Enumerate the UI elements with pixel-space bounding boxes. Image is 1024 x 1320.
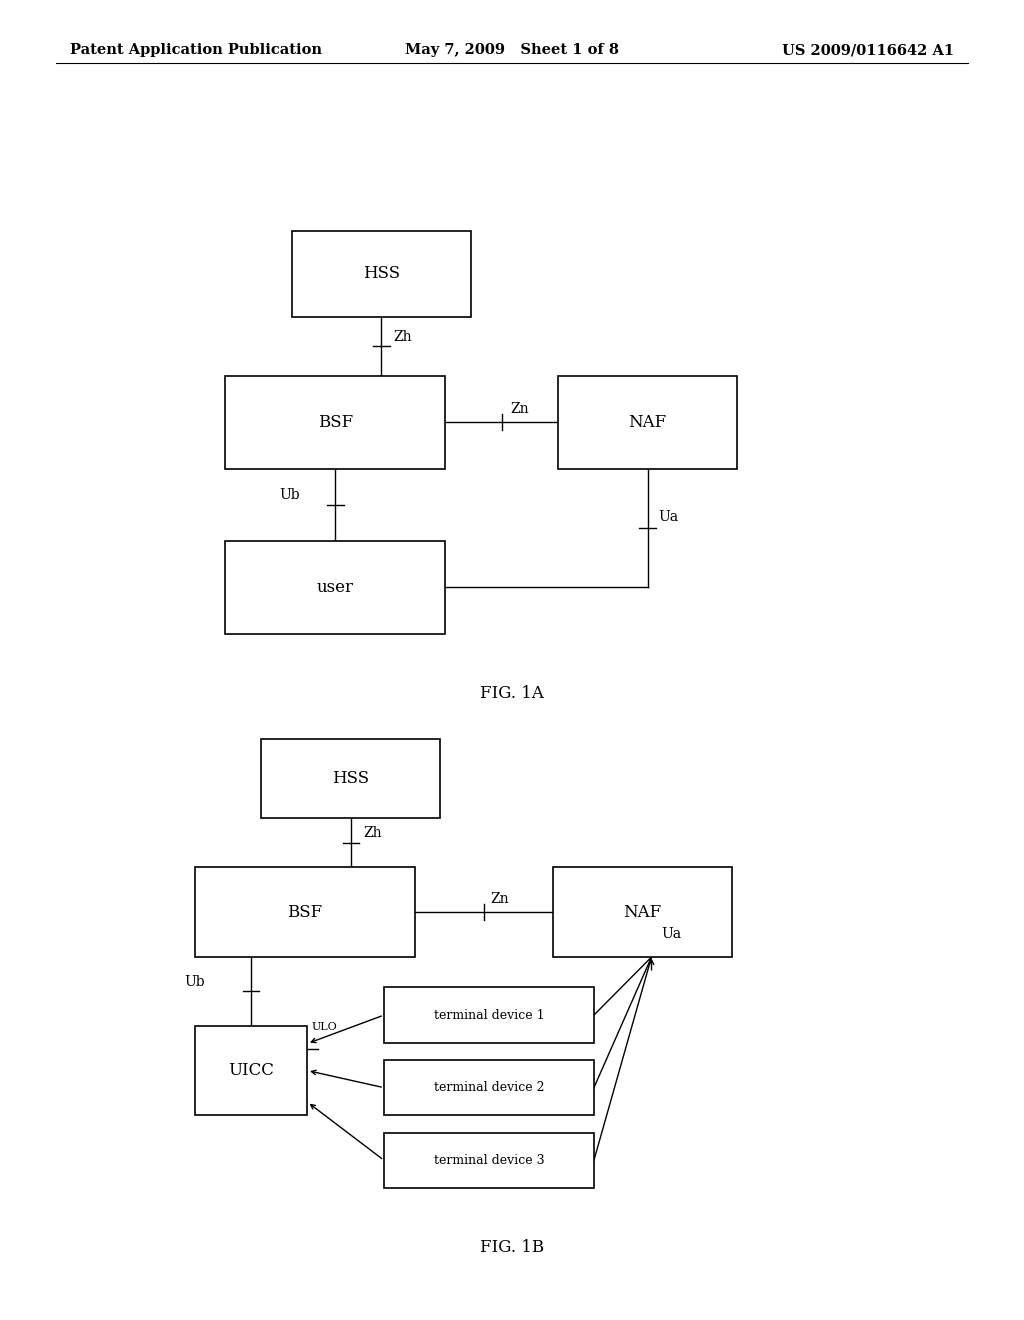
Bar — [225, 541, 445, 634]
Text: Zh: Zh — [364, 826, 382, 840]
Text: BSF: BSF — [287, 904, 323, 920]
Text: Patent Application Publication: Patent Application Publication — [70, 44, 322, 57]
Text: Zn: Zn — [510, 401, 528, 416]
Bar — [384, 1060, 594, 1115]
Bar — [261, 739, 440, 818]
Text: user: user — [316, 579, 354, 595]
Bar — [195, 867, 415, 957]
Text: HSS: HSS — [362, 265, 400, 282]
Bar — [553, 867, 732, 957]
Text: FIG. 1A: FIG. 1A — [480, 685, 544, 701]
Text: Zh: Zh — [393, 330, 413, 343]
Text: FIG. 1B: FIG. 1B — [480, 1239, 544, 1255]
Text: Ua: Ua — [658, 510, 678, 524]
Text: terminal device 3: terminal device 3 — [433, 1154, 545, 1167]
Bar — [225, 376, 445, 469]
Text: BSF: BSF — [317, 414, 353, 430]
Bar — [558, 376, 737, 469]
Text: HSS: HSS — [332, 771, 370, 787]
Text: ULO: ULO — [311, 1022, 337, 1032]
Text: Ua: Ua — [662, 927, 682, 941]
Text: Zn: Zn — [490, 891, 509, 906]
Text: May 7, 2009   Sheet 1 of 8: May 7, 2009 Sheet 1 of 8 — [406, 44, 618, 57]
Bar — [292, 231, 471, 317]
Bar — [195, 1026, 307, 1115]
Text: US 2009/0116642 A1: US 2009/0116642 A1 — [782, 44, 954, 57]
Bar — [384, 1133, 594, 1188]
Text: terminal device 2: terminal device 2 — [434, 1081, 544, 1094]
Text: terminal device 1: terminal device 1 — [433, 1008, 545, 1022]
Text: NAF: NAF — [624, 904, 662, 920]
Text: Ub: Ub — [279, 488, 300, 502]
Bar — [384, 987, 594, 1043]
Text: NAF: NAF — [629, 414, 667, 430]
Text: UICC: UICC — [228, 1063, 273, 1078]
Text: Ub: Ub — [184, 974, 205, 989]
